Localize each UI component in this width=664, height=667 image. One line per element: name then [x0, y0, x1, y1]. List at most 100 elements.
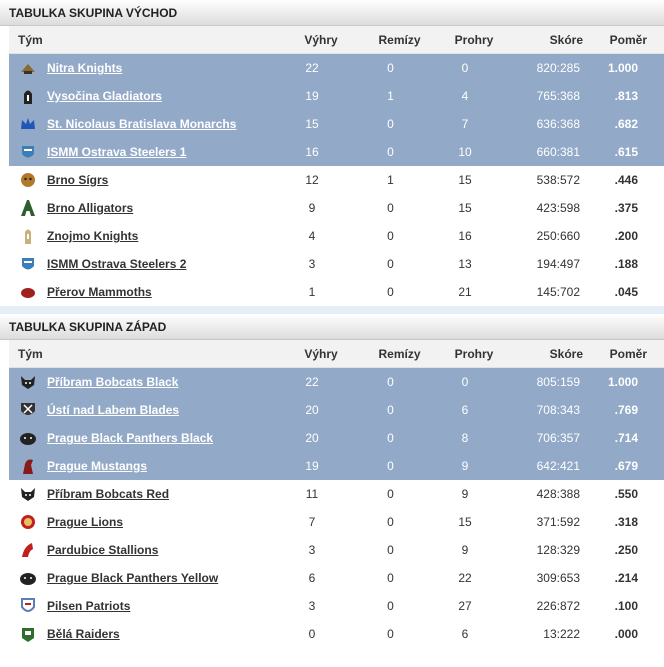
team-cell: Znojmo Knights [9, 226, 268, 246]
pct-cell: .714 [614, 431, 638, 445]
pct-cell: .446 [614, 173, 638, 187]
team-link[interactable]: Pardubice Stallions [47, 543, 159, 557]
pct-cell: 1.000 [607, 375, 638, 389]
team-link[interactable]: Prague Mustangs [47, 459, 148, 473]
table-row: Nitra Knights 22 0 0 820:285 1.000 [9, 54, 664, 82]
table-row: Přerov Mammoths 1 0 21 145:702 .045 [9, 278, 664, 306]
team-link[interactable]: Prague Lions [47, 515, 124, 529]
losses-cell: 15 [458, 201, 472, 215]
group-title: TABULKA SKUPINA VÝCHOD [0, 0, 664, 26]
draws-cell: 0 [387, 375, 394, 389]
draws-cell: 0 [387, 117, 394, 131]
team-link[interactable]: Prague Black Panthers Yellow [47, 571, 219, 585]
score-cell: 128:329 [536, 543, 580, 557]
draws-cell: 0 [387, 571, 394, 585]
draws-cell: 0 [387, 145, 394, 159]
draws-cell: 0 [387, 257, 394, 271]
wins-cell: 22 [305, 61, 319, 75]
losses-cell: 15 [458, 515, 472, 529]
table-row: Příbram Bobcats Red 11 0 9 428:388 .550 [9, 480, 664, 508]
table-header: Tým Výhry Remízy Prohry Skóre Poměr [9, 26, 664, 54]
pct-cell: .550 [614, 487, 638, 501]
losses-cell: 0 [461, 61, 469, 75]
team-link[interactable]: Brno Alligators [47, 201, 134, 215]
team-cell: Brno Sígrs [9, 170, 268, 190]
team-link[interactable]: ISMM Ostrava Steelers 1 [47, 145, 187, 159]
team-cell: Brno Alligators [9, 198, 268, 218]
score-cell: 660:381 [536, 145, 580, 159]
team-link[interactable]: Pilsen Patriots [47, 599, 131, 613]
pct-cell: .250 [614, 543, 638, 557]
team-link[interactable]: Ústí nad Labem Blades [47, 403, 180, 417]
pct-cell: .682 [614, 117, 638, 131]
pct-cell: .188 [614, 257, 638, 271]
score-cell: 145:702 [536, 285, 580, 299]
wins-cell: 11 [305, 487, 319, 501]
table-row: Brno Sígrs 12 1 15 538:572 .446 [9, 166, 664, 194]
tiger-icon [9, 170, 47, 190]
team-cell: Příbram Bobcats Black [9, 372, 268, 392]
header-losses: Prohry [454, 346, 494, 361]
losses-cell: 10 [458, 145, 472, 159]
score-cell: 226:872 [536, 599, 580, 613]
table-row: Znojmo Knights 4 0 16 250:660 .200 [9, 222, 664, 250]
losses-cell: 6 [461, 627, 469, 641]
mammoth-icon [9, 282, 47, 302]
table-row: Prague Lions 7 0 15 371:592 .318 [9, 508, 664, 536]
losses-cell: 27 [458, 599, 472, 613]
steelers-shield-icon [9, 142, 47, 162]
stallion-icon [9, 540, 47, 560]
wins-cell: 20 [305, 403, 319, 417]
group-section: TABULKA SKUPINA VÝCHOD Tým Výhry Remízy … [0, 0, 664, 306]
table-row: ISMM Ostrava Steelers 2 3 0 13 194:497 .… [9, 250, 664, 278]
pct-cell: .214 [614, 571, 638, 585]
wins-cell: 9 [308, 201, 316, 215]
team-link[interactable]: Prague Black Panthers Black [47, 431, 214, 445]
losses-cell: 9 [461, 487, 469, 501]
pct-cell: .813 [614, 89, 638, 103]
header-team: Tým [18, 346, 43, 361]
team-link[interactable]: ISMM Ostrava Steelers 2 [47, 257, 187, 271]
losses-cell: 0 [461, 375, 469, 389]
draws-cell: 0 [387, 599, 394, 613]
team-link[interactable]: Přerov Mammoths [47, 285, 152, 299]
losses-cell: 4 [461, 89, 469, 103]
wins-cell: 3 [308, 257, 316, 271]
team-link[interactable]: Znojmo Knights [47, 229, 139, 243]
team-link[interactable]: St. Nicolaus Bratislava Monarchs [47, 117, 237, 131]
wins-cell: 22 [305, 375, 319, 389]
team-cell: Pardubice Stallions [9, 540, 268, 560]
draws-cell: 1 [387, 89, 394, 103]
draws-cell: 0 [387, 403, 394, 417]
team-cell: Ústí nad Labem Blades [9, 400, 268, 420]
wins-cell: 4 [308, 229, 316, 243]
team-link[interactable]: Bělá Raiders [47, 627, 120, 641]
draws-cell: 1 [387, 173, 394, 187]
table-body: Nitra Knights 22 0 0 820:285 1.000 Vysoč… [9, 54, 664, 306]
team-link[interactable]: Vysočina Gladiators [47, 89, 162, 103]
team-link[interactable]: Příbram Bobcats Red [47, 487, 170, 501]
score-cell: 194:497 [536, 257, 580, 271]
losses-cell: 7 [461, 117, 469, 131]
team-link[interactable]: Příbram Bobcats Black [47, 375, 179, 389]
score-cell: 371:592 [536, 515, 580, 529]
standings-table: Tým Výhry Remízy Prohry Skóre Poměr Nitr… [9, 26, 664, 306]
wins-cell: 3 [308, 543, 316, 557]
wins-cell: 12 [305, 173, 319, 187]
team-link[interactable]: Brno Sígrs [47, 173, 109, 187]
table-row: Pardubice Stallions 3 0 9 128:329 .250 [9, 536, 664, 564]
gladiator-helmet-icon [9, 86, 47, 106]
losses-cell: 15 [458, 173, 472, 187]
team-cell: Bělá Raiders [9, 624, 268, 644]
team-link[interactable]: Nitra Knights [47, 61, 123, 75]
patriots-shield-icon [9, 596, 47, 616]
draws-cell: 0 [387, 285, 394, 299]
table-row: Bělá Raiders 0 0 6 13:222 .000 [9, 620, 664, 648]
mustang-icon [9, 456, 47, 476]
draws-cell: 0 [387, 543, 394, 557]
bobcat-icon [9, 484, 47, 504]
table-row: St. Nicolaus Bratislava Monarchs 15 0 7 … [9, 110, 664, 138]
score-cell: 428:388 [536, 487, 580, 501]
draws-cell: 0 [387, 459, 394, 473]
pct-cell: .045 [614, 285, 638, 299]
